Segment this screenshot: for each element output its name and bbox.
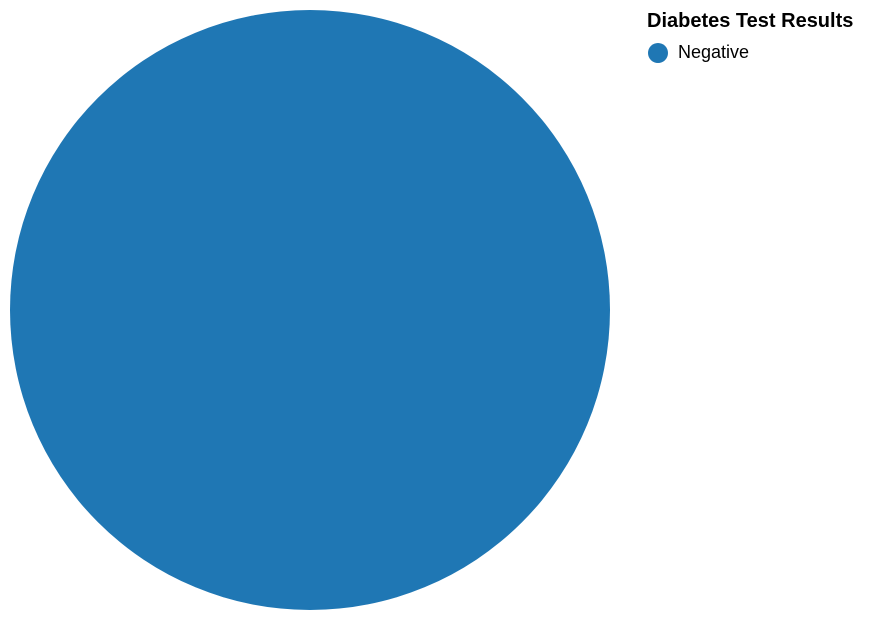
legend-title: Diabetes Test Results: [647, 10, 854, 32]
pie-plot: [10, 10, 610, 610]
legend-label-negative: Negative: [678, 42, 750, 62]
legend: Diabetes Test Results Negative: [647, 10, 853, 63]
legend-item-negative: Negative: [647, 42, 853, 63]
legend-swatch-negative: [648, 42, 668, 63]
pie-slice-negative: [10, 10, 610, 610]
